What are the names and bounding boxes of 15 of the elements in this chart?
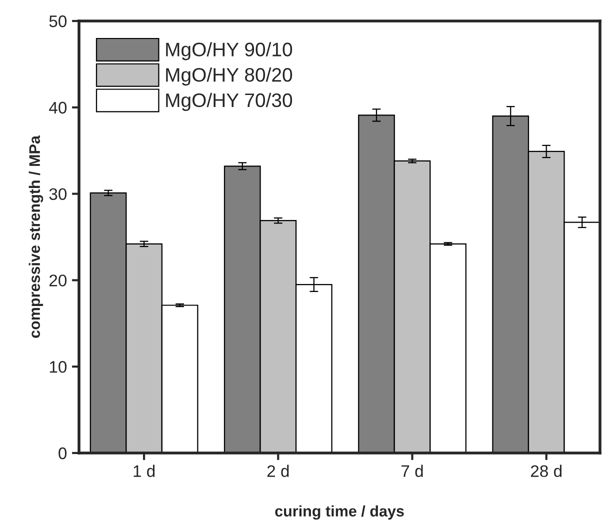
- x-axis-title: curing time / days: [275, 505, 404, 520]
- legend-label: MgO/HY 90/10: [166, 42, 292, 60]
- y-tick-label: 20: [49, 274, 67, 286]
- y-axis-title: compressive strength / MPa: [28, 135, 44, 338]
- y-tick-label: 40: [49, 102, 67, 114]
- y-tick-label: 10: [50, 361, 67, 373]
- y-tick-label: 30: [49, 188, 67, 200]
- x-tick-label: 1 d: [134, 464, 155, 478]
- legend-label: MgO/HY 70/30: [166, 92, 292, 111]
- x-tick-label: 2 d: [267, 464, 289, 478]
- y-tick-label: 0: [58, 447, 67, 460]
- legend-label: MgO/HY 80/20: [166, 67, 292, 86]
- x-tick-label: 7 d: [402, 464, 423, 478]
- x-tick-label: 28 d: [530, 464, 562, 478]
- y-tick-label: 50: [49, 15, 67, 28]
